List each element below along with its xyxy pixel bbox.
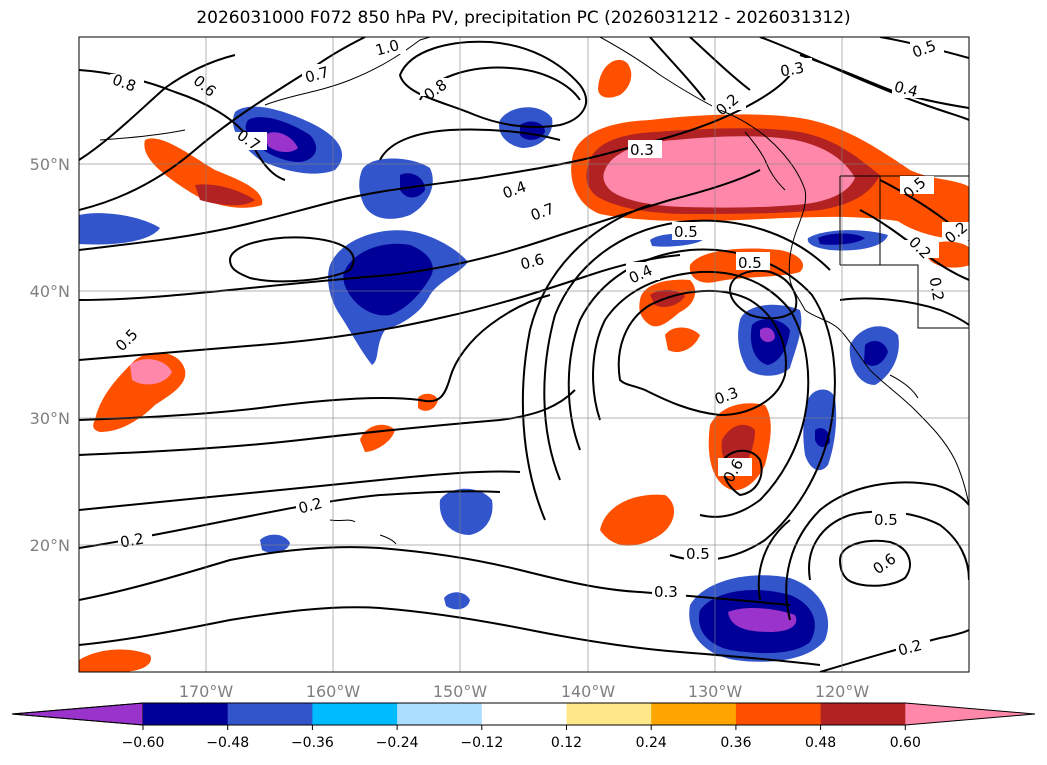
colorbar-tick-label: −0.36 [291, 735, 334, 751]
contour-label: 0.5 [686, 545, 710, 563]
contour-label: 0.6 [518, 250, 546, 274]
colorbar-segment [735, 703, 822, 725]
colorbar-tick-label: −0.24 [376, 735, 419, 751]
colorbar-tick-label: 0.48 [805, 735, 836, 751]
lat-tick-labels: 50°N 40°N 30°N 20°N [30, 155, 70, 555]
contour-label: 0.3 [654, 583, 678, 601]
colorbar-tick-label: 0.36 [720, 735, 751, 751]
lat-tick-label: 40°N [30, 282, 70, 301]
lon-tick-label: 140°W [561, 682, 616, 701]
chart-title: 2026031000 F072 850 hPa PV, precipitatio… [196, 8, 851, 28]
contour-label: 0.5 [874, 511, 898, 529]
colorbar-segment [651, 703, 737, 725]
colorbar-segment [312, 703, 398, 725]
contour-label: 0.2 [296, 494, 324, 518]
colorbar-segment [11, 702, 144, 726]
colorbar: −0.60 −0.48 −0.36 −0.24 −0.12 0.12 0.24 0.36 0.4… [11, 702, 1036, 751]
contour-label: 0.2 [926, 276, 948, 303]
colorbar-tick-label: 0.24 [636, 735, 667, 751]
contour-label: 0.2 [896, 636, 924, 660]
colorbar-tick-label: 0.60 [890, 735, 921, 751]
colorbar-segment [481, 703, 567, 725]
contour-label: 0.5 [738, 254, 762, 272]
contour-label: 0.3 [779, 59, 806, 81]
lat-tick-label: 30°N [30, 409, 70, 428]
colorbar-tick-label: −0.12 [460, 735, 503, 751]
contour-label: 0.5 [674, 223, 698, 241]
colorbar-segment [397, 703, 483, 725]
lat-tick-label: 50°N [30, 155, 70, 174]
graticule [79, 37, 969, 672]
contour-label: 0.3 [630, 141, 654, 159]
precip-positive-west [79, 138, 438, 672]
contour-label: 1.0 [373, 36, 401, 60]
contour-label: 0.2 [119, 530, 146, 552]
colorbar-tick-label: −0.60 [122, 735, 165, 751]
colorbar-tick-label: −0.48 [206, 735, 249, 751]
lon-tick-label: 130°W [688, 682, 743, 701]
lon-tick-label: 170°W [179, 682, 234, 701]
lon-tick-label: 150°W [433, 682, 488, 701]
contour-label: 0.7 [303, 63, 331, 87]
colorbar-segment [566, 703, 652, 725]
colorbar-tick-label: 0.12 [551, 735, 582, 751]
lat-tick-label: 20°N [30, 536, 70, 555]
colorbar-segment [820, 703, 906, 725]
lon-tick-labels: 170°W 160°W 150°W 140°W 130°W 120°W [179, 682, 870, 701]
map-frame [78, 36, 970, 673]
colorbar-segment [227, 703, 313, 725]
colorbar-segment [143, 703, 229, 725]
map-area: 1.0 0.7 0.8 0.8 0.6 0.7 0.5 0.3 0.4 0.2 … [79, 36, 969, 672]
colorbar-segment [905, 703, 1035, 725]
contour-label: 0.4 [892, 77, 920, 101]
lon-tick-label: 120°W [815, 682, 870, 701]
lon-tick-label: 160°W [306, 682, 361, 701]
